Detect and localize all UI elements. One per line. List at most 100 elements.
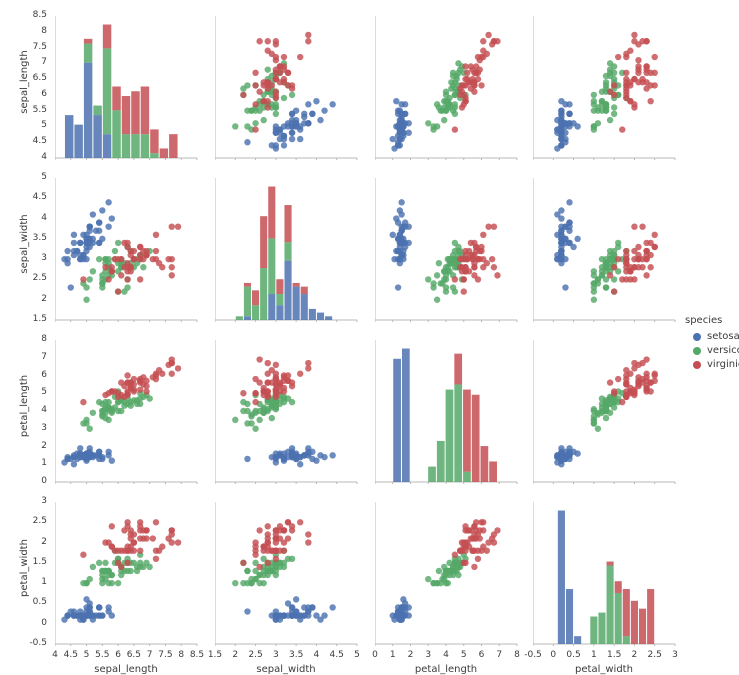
xtick-label: 0 <box>372 650 378 660</box>
ylabel-petal_width: petal_width <box>19 528 30 608</box>
panel-sepal_length-vs-petal_width <box>533 16 677 160</box>
legend-item-virginica: virginica <box>685 358 739 372</box>
xtick-label: 2 <box>408 650 414 660</box>
xtick-label: 0.5 <box>566 650 580 660</box>
xtick-label: 5 <box>354 650 360 660</box>
legend-label: versicolor <box>707 344 739 358</box>
xlabel-sepal_width: sepal_width <box>256 664 315 675</box>
xtick-label: 4 <box>314 650 320 660</box>
ytick-label: 2 <box>41 294 47 304</box>
xtick-label: 2.5 <box>248 650 262 660</box>
ytick-label: 7 <box>41 57 47 67</box>
ytick-label: 0.5 <box>33 597 47 607</box>
ylabel-petal_length: petal_length <box>19 366 30 446</box>
xtick-label: 4.5 <box>64 650 78 660</box>
panel-petal_width-vs-sepal_width <box>215 502 359 646</box>
xtick-label: 8.5 <box>190 650 204 660</box>
ytick-label: 1 <box>41 458 47 468</box>
xtick-label: 7.5 <box>158 650 172 660</box>
ytick-label: 3 <box>41 496 47 506</box>
ytick-label: 3 <box>41 423 47 433</box>
xtick-label: 6 <box>479 650 485 660</box>
ylabel-sepal_length: sepal_length <box>19 42 30 122</box>
xtick-label: 1 <box>591 650 597 660</box>
legend-item-versicolor: versicolor <box>685 344 739 358</box>
legend: species setosaversicolorvirginica <box>685 315 739 372</box>
legend-swatch-versicolor <box>693 347 701 355</box>
panel-petal_length-vs-sepal_width <box>215 340 359 484</box>
panel-sepal_length-vs-petal_length <box>375 16 519 160</box>
xlabel-petal_width: petal_width <box>575 664 633 675</box>
ytick-label: 7 <box>41 352 47 362</box>
xtick-label: 8 <box>514 650 520 660</box>
xtick-label: 6.5 <box>127 650 141 660</box>
ytick-label: 5 <box>41 120 47 130</box>
panel-sepal_width-vs-sepal_length <box>55 178 199 322</box>
panel-sepal_length-vs-sepal_width <box>215 16 359 160</box>
ytick-label: 1.5 <box>33 314 47 324</box>
ytick-label: 1 <box>41 577 47 587</box>
panel-petal_length-vs-sepal_length <box>55 340 199 484</box>
xtick-label: 3 <box>273 650 279 660</box>
ytick-label: 2 <box>41 441 47 451</box>
ytick-label: 5 <box>41 387 47 397</box>
legend-label: virginica <box>707 358 739 372</box>
legend-title: species <box>685 315 739 326</box>
legend-item-setosa: setosa <box>685 330 739 344</box>
ytick-label: 6 <box>41 89 47 99</box>
xtick-label: 5 <box>461 650 467 660</box>
ytick-label: 0 <box>41 476 47 486</box>
panel-sepal_width-vs-sepal_width <box>215 178 359 322</box>
panel-petal_width-vs-petal_length <box>375 502 519 646</box>
xtick-label: 5.5 <box>95 650 109 660</box>
panel-sepal_width-vs-petal_length <box>375 178 519 322</box>
panel-petal_width-vs-sepal_length <box>55 502 199 646</box>
panel-petal_length-vs-petal_length <box>375 340 519 484</box>
ytick-label: 4 <box>41 152 47 162</box>
xtick-label: 4 <box>52 650 58 660</box>
legend-swatch-virginica <box>693 361 701 369</box>
xtick-label: 8 <box>178 650 184 660</box>
ylabel-sepal_width: sepal_width <box>19 204 30 284</box>
ytick-label: 2.5 <box>33 273 47 283</box>
xtick-label: 3 <box>425 650 431 660</box>
ytick-label: 5.5 <box>33 105 47 115</box>
xtick-label: 2.5 <box>648 650 662 660</box>
ytick-label: 0 <box>41 618 47 628</box>
ytick-label: 3.5 <box>33 233 47 243</box>
xtick-label: 4.5 <box>330 650 344 660</box>
legend-swatch-setosa <box>693 333 701 341</box>
panel-sepal_length-vs-sepal_length <box>55 16 199 160</box>
xtick-label: 1.5 <box>208 650 222 660</box>
ytick-label: -0.5 <box>29 638 47 648</box>
pairgrid-figure: 4 4.5 5 5.5 6 6.5 7 7.5 8 8.5 sepal_length 1.5 2 2.5 3… <box>0 0 739 674</box>
ytick-label: 3 <box>41 253 47 263</box>
ytick-label: 2 <box>41 537 47 547</box>
xtick-label: 0 <box>550 650 556 660</box>
ytick-label: 4 <box>41 405 47 415</box>
xtick-label: 5 <box>84 650 90 660</box>
xlabel-petal_length: petal_length <box>415 664 477 675</box>
xtick-label: 4 <box>443 650 449 660</box>
ytick-label: 5 <box>41 172 47 182</box>
xtick-label: 7 <box>147 650 153 660</box>
xtick-label: 3.5 <box>289 650 303 660</box>
ytick-label: 4.5 <box>33 192 47 202</box>
xtick-label: 1 <box>390 650 396 660</box>
xtick-label: 7 <box>496 650 502 660</box>
ytick-label: 6.5 <box>33 73 47 83</box>
ytick-label: 8 <box>41 26 47 36</box>
xlabel-sepal_length: sepal_length <box>94 664 158 675</box>
xtick-label: 2 <box>232 650 238 660</box>
xtick-label: 6 <box>115 650 121 660</box>
ytick-label: 4.5 <box>33 136 47 146</box>
ytick-label: 6 <box>41 370 47 380</box>
ytick-label: 1.5 <box>33 557 47 567</box>
ytick-label: 4 <box>41 213 47 223</box>
xtick-label: 3 <box>672 650 678 660</box>
xtick-label: -0.5 <box>524 650 542 660</box>
xtick-label: 2 <box>632 650 638 660</box>
ytick-label: 8.5 <box>33 10 47 20</box>
panel-petal_width-vs-petal_width <box>533 502 677 646</box>
ytick-label: 2.5 <box>33 516 47 526</box>
